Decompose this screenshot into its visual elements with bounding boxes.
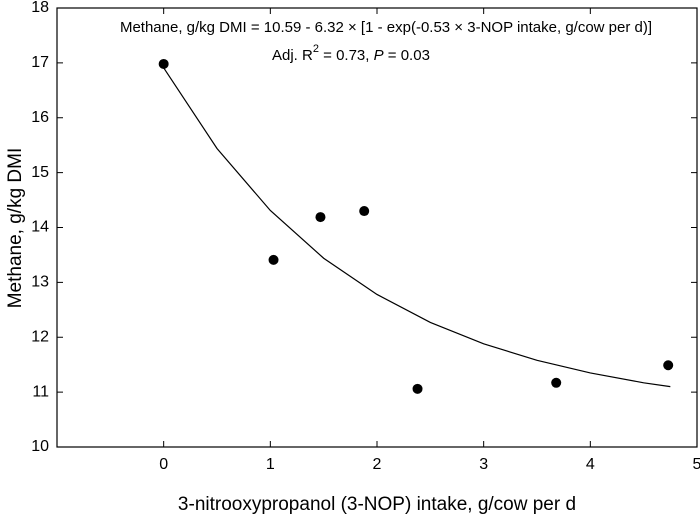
y-tick-label: 11 [32, 383, 49, 400]
equation: Methane, g/kg DMI = 10.59 - 6.32 × [1 - … [120, 19, 652, 36]
data-point [315, 212, 326, 223]
stat-text: Adj. R [272, 47, 313, 64]
y-tick-label: 15 [31, 164, 49, 181]
data-point [663, 360, 674, 371]
y-tick-label: 10 [31, 438, 49, 455]
y-tick-label: 16 [31, 109, 49, 126]
x-tick-label: 1 [266, 456, 275, 473]
plot-frame [56, 7, 698, 448]
x-tick-label: 3 [479, 456, 488, 473]
fit-stats: Adj. R2 = 0.73, P = 0.03 [272, 43, 430, 64]
x-tick-label: 2 [373, 456, 382, 473]
stat-text: P [374, 47, 384, 64]
x-axis-title: 3-nitrooxypropanol (3-NOP) intake, g/cow… [178, 494, 576, 515]
y-tick-label: 13 [31, 274, 49, 291]
fit-curve [163, 67, 671, 388]
data-point [359, 206, 370, 217]
stat-text: = 0.73, [319, 47, 374, 64]
data-point [158, 58, 169, 69]
y-tick-label: 12 [31, 328, 49, 345]
superscript: 2 [313, 43, 319, 55]
data-point [551, 377, 562, 388]
stat-text: = 0.03 [384, 47, 430, 64]
y-tick-label: 14 [31, 219, 49, 236]
x-tick-label: 5 [693, 456, 700, 473]
y-axis-title: Methane, g/kg DMI [5, 148, 26, 309]
x-tick-label: 4 [586, 456, 595, 473]
data-point [412, 383, 423, 394]
y-tick-label: 17 [31, 54, 49, 71]
data-point [268, 254, 279, 265]
x-tick-label: 0 [159, 456, 168, 473]
y-tick-label: 18 [31, 0, 49, 16]
